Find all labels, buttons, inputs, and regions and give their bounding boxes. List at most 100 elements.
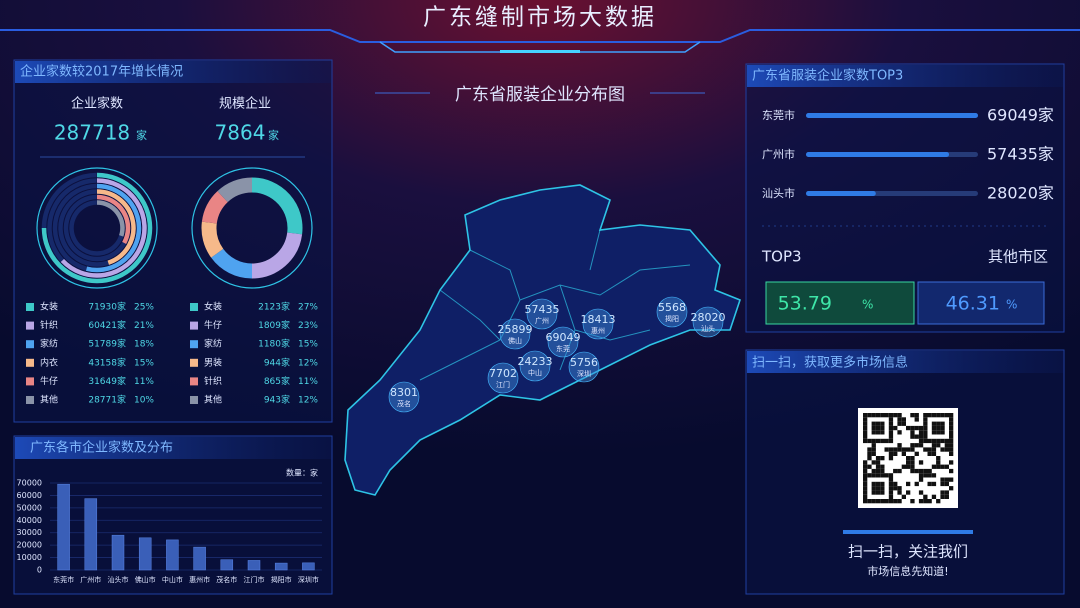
qr-module <box>897 430 902 435</box>
qr-module <box>944 494 949 499</box>
qr-module <box>897 486 902 491</box>
qr-module <box>901 417 906 422</box>
radial-bar <box>96 194 131 245</box>
legend-value: 865家 <box>264 375 290 387</box>
share-box <box>917 281 1045 325</box>
qr-module <box>944 490 949 495</box>
map-marker <box>568 351 600 383</box>
legend-value: 43158家 <box>88 356 126 368</box>
qr-module <box>927 468 932 474</box>
legend-label: 其他 <box>40 394 58 406</box>
qr-module <box>923 425 928 431</box>
qr-module <box>871 425 876 431</box>
qr-module <box>863 413 868 418</box>
qr-module <box>918 430 924 435</box>
map-value: 8301 <box>390 386 418 399</box>
map-name: 汕头 <box>701 324 715 333</box>
qr-module <box>936 413 941 418</box>
ring-frame <box>36 167 158 289</box>
legend-share: 12% <box>298 358 318 368</box>
qr-module <box>918 443 924 448</box>
qr-module <box>901 421 906 426</box>
qr-module <box>897 413 902 418</box>
qr-module <box>888 430 894 435</box>
qr-caption: 扫一扫，关注我们 <box>848 543 968 561</box>
qr-module <box>923 438 928 444</box>
qr-module <box>949 468 954 474</box>
qr-module <box>923 473 928 478</box>
x-tick-label: 茂名市 <box>216 575 237 584</box>
legend-share: 15% <box>134 358 154 368</box>
legend-share: 23% <box>298 321 318 331</box>
radial-bar <box>41 172 153 284</box>
qr-module <box>918 468 924 474</box>
qr-module <box>871 451 876 456</box>
qr-module <box>863 421 868 426</box>
qr-module <box>936 421 941 426</box>
qr-module <box>901 451 906 456</box>
map-marker <box>519 350 551 382</box>
qr-module <box>893 468 898 474</box>
bar <box>193 546 206 571</box>
legend-label: 牛仔 <box>204 319 222 331</box>
x-tick-label: 惠州市 <box>189 575 210 584</box>
share-unit: % <box>862 298 873 312</box>
qr-module <box>888 499 894 504</box>
qr-module <box>897 490 902 495</box>
qr-module <box>888 451 894 456</box>
qr-module <box>918 490 924 495</box>
legend-value: 51789家 <box>88 338 126 350</box>
bar <box>806 152 950 157</box>
qr-module <box>863 438 868 444</box>
qr-module <box>936 460 941 465</box>
qr-module <box>940 413 945 418</box>
legend-value: 944家 <box>264 356 290 368</box>
legend-value: 2123家 <box>258 301 290 313</box>
stat-value: 7864 <box>215 121 266 145</box>
qr-module <box>897 421 902 426</box>
qr-module <box>940 494 945 499</box>
qr-module <box>863 477 868 482</box>
qr-module <box>936 456 941 461</box>
map-marker <box>526 298 558 330</box>
map-value: 28020 <box>691 311 726 324</box>
qr-module <box>923 494 928 499</box>
map-value: 7702 <box>489 367 517 380</box>
x-tick-label: 江门市 <box>244 575 265 584</box>
legend-value: 943家 <box>264 394 290 406</box>
qr-module <box>875 468 881 474</box>
qr-module <box>910 425 915 431</box>
qr-module <box>880 468 885 474</box>
qr-module <box>923 430 928 435</box>
qr-module <box>871 460 876 465</box>
radial-bar <box>60 178 147 278</box>
qr-module <box>880 486 885 491</box>
map-value: 24233 <box>518 355 553 368</box>
qr-module <box>893 425 898 431</box>
qr-module <box>867 499 872 504</box>
qr-module <box>906 425 911 431</box>
qr-module <box>871 421 876 426</box>
y-tick-label: 50000 <box>17 503 42 512</box>
qr-module <box>897 499 902 504</box>
qr-module <box>888 456 894 461</box>
qr-module <box>863 481 868 487</box>
legend-swatch <box>26 358 34 367</box>
stat-unit: 家 <box>136 128 147 142</box>
qr-module <box>893 486 898 491</box>
qr-module <box>936 425 941 431</box>
qr-module <box>936 443 941 448</box>
legend-share: 12% <box>298 396 318 406</box>
donut-segment <box>201 221 224 258</box>
qr-module <box>871 490 876 495</box>
qr-module <box>875 430 881 435</box>
qr-module <box>910 434 915 439</box>
qr-module <box>871 473 876 478</box>
accent-bar <box>843 530 973 534</box>
qr-module <box>888 421 894 426</box>
share-value: 53.79 <box>778 293 832 315</box>
qr-module <box>914 443 919 448</box>
qr-module <box>888 473 894 478</box>
qr-module <box>897 468 902 474</box>
map-marker <box>692 306 724 338</box>
